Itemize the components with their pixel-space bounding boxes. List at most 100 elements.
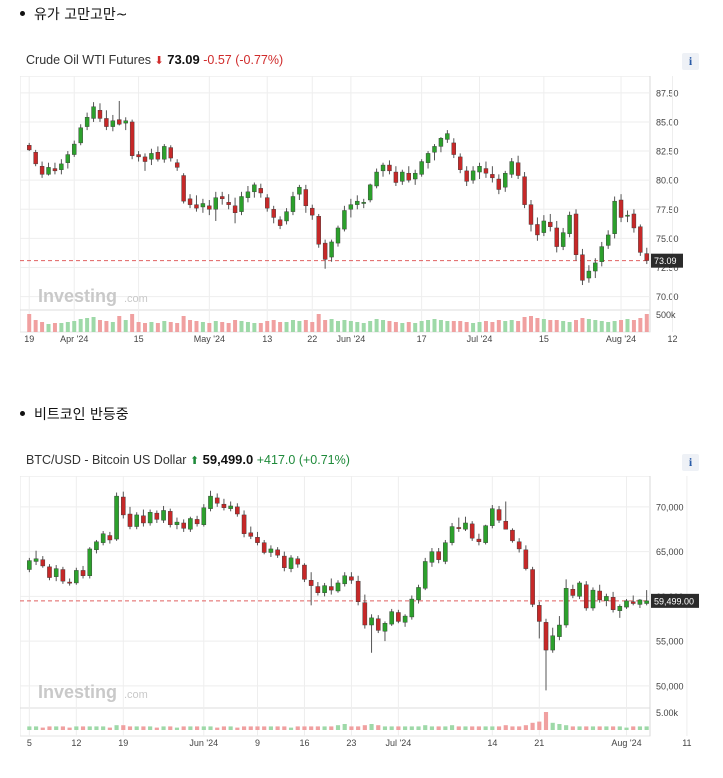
volume-bar [104,321,109,332]
candle-body [593,262,598,272]
volume-bar [220,322,225,332]
instrument-name[interactable]: BTC/USD - Bitcoin US Dollar [26,453,187,467]
candle-body [496,509,502,521]
bullet-dot-icon [20,10,25,16]
volume-bar [423,725,428,730]
volume-bar [483,321,488,332]
candle-body [310,207,315,216]
candle-body [349,576,354,581]
candle-body [214,497,220,504]
volume-bar [376,725,381,730]
volume-bar [637,726,643,730]
volume-bar [624,727,629,730]
volume-bar [586,319,591,332]
candle-body [463,522,468,530]
candle-body [537,605,542,622]
volume-bar [381,320,386,332]
volume-bar [335,725,341,730]
candle-body [220,196,225,200]
candle-body [181,522,186,529]
volume-bar [356,726,361,730]
candle-body [94,541,99,551]
volume-bar [54,726,59,730]
candle-body [400,171,405,182]
volume-bar [329,319,334,332]
volume-bar [188,726,193,730]
candle-body [515,162,521,176]
candle-body [503,172,508,188]
candle-body [570,589,576,596]
last-price-tag [651,253,683,268]
volume-bar [282,726,287,730]
candle-body [275,549,280,556]
volume-bar [323,320,328,332]
y-tick-label: 55,000 [656,637,684,647]
candle-body [644,600,649,604]
candle-body [235,506,240,515]
volume-bar [580,318,585,332]
instrument-name[interactable]: Crude Oil WTI Futures [26,53,152,67]
candle-body [136,154,141,158]
volume-bar [239,321,244,332]
x-tick-label: 14 [487,738,497,748]
volume-bar [612,321,617,332]
volume-bar [60,726,65,730]
volume-bar [597,726,602,730]
candle-body [226,202,231,205]
volume-bar [477,322,482,332]
candle-body [129,121,135,156]
candle-body [393,171,399,183]
candle-body [59,163,64,170]
volume-bar [252,323,257,332]
volume-bar [483,726,488,730]
y-tick-label: 82.50 [656,147,679,157]
x-tick-label: 12 [71,738,81,748]
volume-bar [87,726,92,730]
info-icon[interactable]: i [682,454,699,471]
volume-bar [188,320,193,332]
candle-body [509,161,514,175]
candlestick-chart[interactable]: 87.50 85.00 82.50 80.00 77.50 75.00 72.50 70.00… [20,76,703,346]
investing-watermark-suffix: .com [124,293,148,305]
y-tick-label: 77.50 [656,205,679,215]
candle-body [396,612,401,622]
candle-body [367,184,373,201]
volume-bar [91,317,96,332]
volume-bar [617,726,622,730]
candle-body [161,510,166,521]
volume-bar [258,323,263,332]
volume-bar [393,322,398,332]
candle-body [295,558,301,565]
down-arrow-icon: ⬇ [154,55,164,67]
volume-bar [303,320,308,332]
candle-body [121,496,126,516]
volume-bar [389,726,394,730]
y-tick-label: 87.50 [656,88,679,98]
last-price: 73.09 [167,52,200,67]
volume-bar [348,321,353,332]
x-tick-label: 21 [534,738,544,748]
volume-bar [130,314,135,332]
candle-body [348,204,354,210]
volume-bar [464,322,469,332]
volume-bar [302,726,307,730]
candle-body [53,568,59,577]
candle-body [110,120,116,127]
volume-bar [503,725,508,730]
candle-body [74,570,79,584]
candle-body [599,246,604,262]
candle-body [33,558,39,562]
volume-bar [322,726,327,730]
info-icon[interactable]: i [682,53,699,70]
candle-body [577,582,582,597]
chart-panel-oil: Crude Oil WTI Futures ⬇ 73.09 -0.57 (-0.… [20,46,703,346]
volume-bar [590,726,596,730]
candle-body [369,617,374,626]
volume-bar [436,726,441,730]
candle-body [406,172,411,181]
candle-body [284,211,289,222]
volume-bar [476,726,481,730]
candle-body [288,557,294,569]
bullet-dot-icon [20,410,25,416]
